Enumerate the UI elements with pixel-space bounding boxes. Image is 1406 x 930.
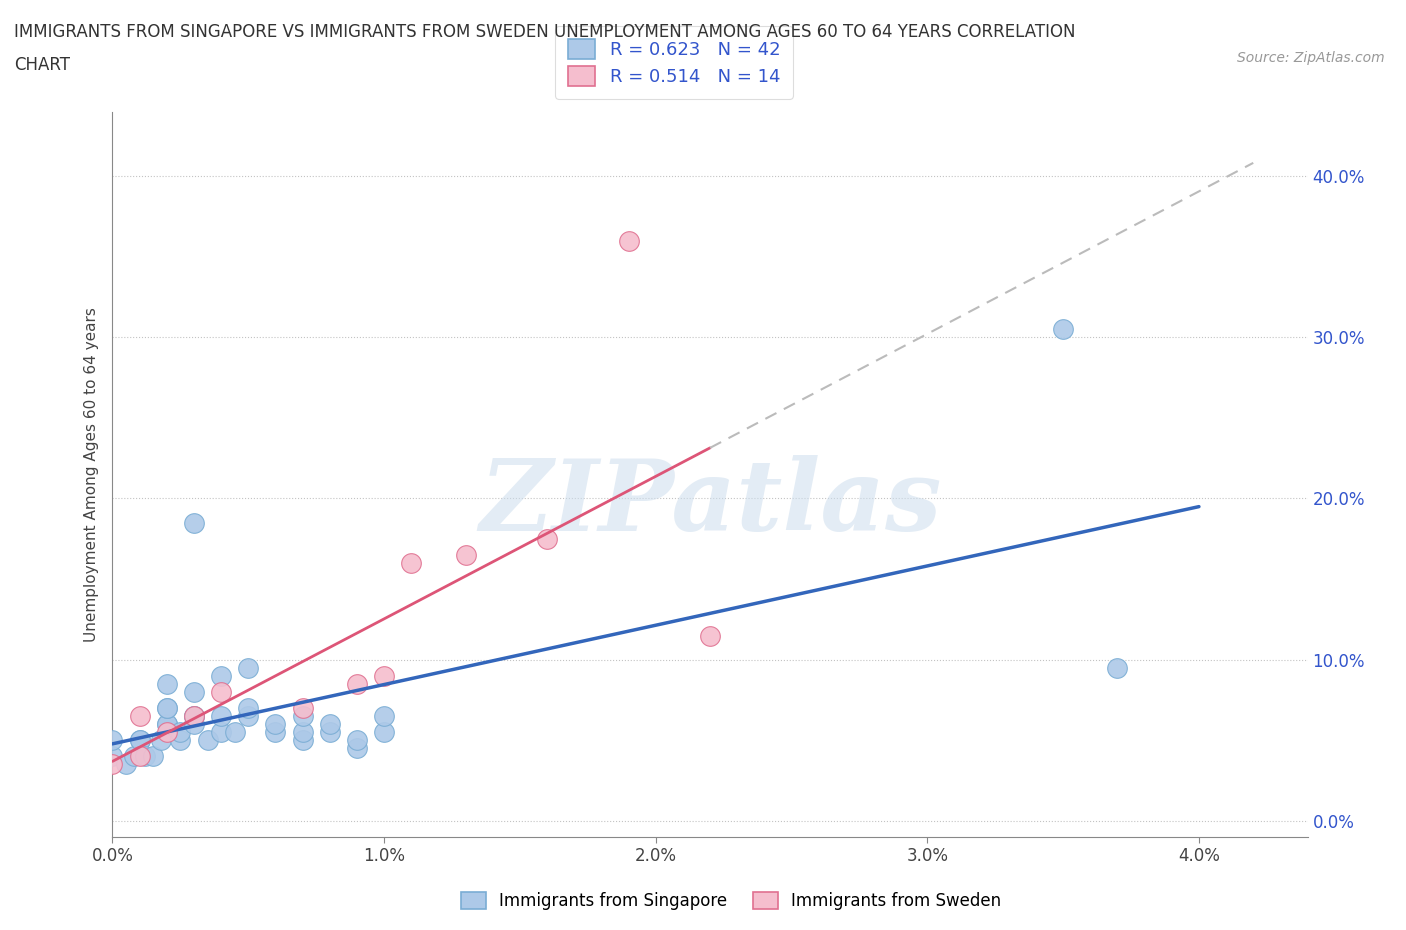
Point: [183, 709, 205, 724]
Point: [183, 709, 205, 724]
Point: [209, 724, 232, 739]
Point: [183, 717, 205, 732]
Point: [224, 724, 246, 739]
Point: [699, 628, 721, 643]
Point: [264, 724, 287, 739]
Point: [209, 684, 232, 699]
Point: [291, 700, 314, 715]
Point: [238, 709, 260, 724]
Point: [156, 676, 179, 691]
Point: [183, 684, 205, 699]
Point: [373, 669, 395, 684]
Point: [373, 724, 395, 739]
Point: [401, 555, 423, 570]
Point: [101, 757, 124, 772]
Point: [264, 717, 287, 732]
Point: [1107, 660, 1129, 675]
Point: [156, 724, 179, 739]
Point: [617, 233, 640, 248]
Point: [183, 709, 205, 724]
Point: [238, 660, 260, 675]
Text: ZIPatlas: ZIPatlas: [479, 455, 941, 551]
Point: [291, 709, 314, 724]
Point: [169, 733, 191, 748]
Point: [346, 733, 368, 748]
Text: CHART: CHART: [14, 56, 70, 73]
Point: [238, 700, 260, 715]
Point: [346, 676, 368, 691]
Point: [346, 741, 368, 756]
Point: [156, 700, 179, 715]
Point: [454, 548, 477, 563]
Point: [128, 733, 150, 748]
Point: [291, 733, 314, 748]
Point: [156, 717, 179, 732]
Text: Source: ZipAtlas.com: Source: ZipAtlas.com: [1237, 51, 1385, 65]
Point: [183, 515, 205, 530]
Point: [134, 749, 156, 764]
Point: [156, 717, 179, 732]
Point: [122, 749, 145, 764]
Point: [319, 717, 342, 732]
Point: [319, 724, 342, 739]
Point: [209, 709, 232, 724]
Point: [536, 531, 558, 546]
Point: [209, 669, 232, 684]
Legend: R = 0.623   N = 42, R = 0.514   N = 14: R = 0.623 N = 42, R = 0.514 N = 14: [555, 26, 793, 99]
Point: [128, 733, 150, 748]
Text: IMMIGRANTS FROM SINGAPORE VS IMMIGRANTS FROM SWEDEN UNEMPLOYMENT AMONG AGES 60 T: IMMIGRANTS FROM SINGAPORE VS IMMIGRANTS …: [14, 23, 1076, 41]
Point: [142, 749, 165, 764]
Point: [197, 733, 219, 748]
Point: [150, 733, 173, 748]
Point: [128, 749, 150, 764]
Point: [1052, 322, 1074, 337]
Point: [169, 724, 191, 739]
Point: [101, 733, 124, 748]
Point: [115, 757, 138, 772]
Point: [156, 700, 179, 715]
Point: [101, 749, 124, 764]
Point: [373, 709, 395, 724]
Legend: Immigrants from Singapore, Immigrants from Sweden: Immigrants from Singapore, Immigrants fr…: [454, 885, 1008, 917]
Point: [291, 724, 314, 739]
Y-axis label: Unemployment Among Ages 60 to 64 years: Unemployment Among Ages 60 to 64 years: [84, 307, 100, 642]
Point: [128, 709, 150, 724]
